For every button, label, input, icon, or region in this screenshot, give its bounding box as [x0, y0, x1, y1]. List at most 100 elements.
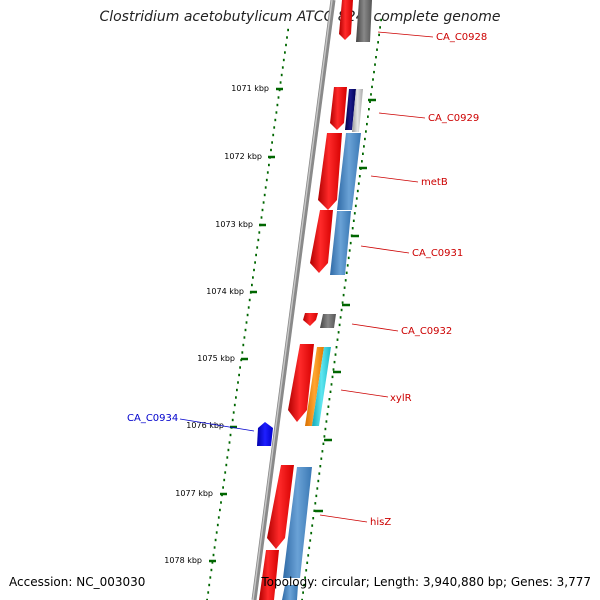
outer-dot: [378, 33, 380, 37]
inner-dot: [257, 238, 260, 242]
outer-dot: [321, 450, 324, 453]
inner-dot: [282, 58, 285, 62]
inner-dot: [262, 201, 265, 204]
inner-dot: [236, 388, 238, 392]
inner-dot: [268, 163, 270, 167]
topology-text: Topology: circular; Length: 3,940,880 bp…: [261, 575, 591, 589]
inner-dot: [273, 126, 276, 129]
outer-dot: [339, 316, 342, 319]
outer-dot: [365, 130, 367, 133]
outer-dot: [322, 442, 325, 445]
outer-dot: [307, 554, 310, 557]
outer-dot: [337, 331, 340, 334]
inner-dot: [227, 448, 230, 452]
outer-dot: [346, 264, 349, 267]
outer-dot: [349, 241, 352, 245]
gene-xylR-cds-b[interactable]: [312, 347, 331, 426]
leader-lines: [179, 31, 434, 523]
gene-xylR[interactable]: [288, 344, 314, 422]
outer-dot: [347, 256, 350, 260]
inner-dot: [216, 523, 219, 527]
inner-dot: [261, 208, 264, 212]
ruler-label: 1072 kbp: [224, 152, 262, 161]
inner-dot: [242, 343, 245, 347]
inner-dot: [209, 576, 212, 579]
gene-CA_C0931[interactable]: [310, 210, 333, 273]
outer-dot: [371, 85, 373, 89]
outer-dot: [341, 301, 344, 304]
outer-dot: [306, 561, 309, 564]
inner-dot: [228, 441, 231, 444]
inner-dot: [253, 268, 255, 272]
outer-dot: [342, 293, 345, 297]
gene-CA_C0929-cds-a[interactable]: [345, 89, 356, 130]
outer-dot: [310, 531, 313, 535]
label-CA_C0934[interactable]: CA_C0934: [127, 413, 178, 424]
outer-dot: [367, 115, 369, 118]
leader-line: [351, 323, 399, 332]
label-CA_C0929[interactable]: CA_C0929: [428, 113, 479, 124]
outer-dot: [377, 41, 379, 44]
gene-CA_C0928-cds[interactable]: [356, 0, 372, 42]
label-metB[interactable]: metB: [421, 177, 448, 188]
outer-dot: [353, 212, 356, 215]
gene-next-cds[interactable]: [282, 585, 298, 600]
label-CA_C0932[interactable]: CA_C0932: [401, 326, 452, 337]
gene-hisZ[interactable]: [267, 465, 294, 549]
outer-dot: [366, 122, 368, 126]
gene-CA_C0932[interactable]: [303, 313, 318, 326]
inner-dot: [211, 561, 214, 564]
gene-xylR-cds-a[interactable]: [305, 347, 324, 426]
inner-dot: [206, 598, 208, 600]
outer-dot: [331, 375, 334, 379]
gene-CA_C0934[interactable]: [257, 422, 273, 446]
label-CA_C0928[interactable]: CA_C0928: [436, 32, 487, 43]
outer-dot: [368, 108, 370, 111]
outer-dot: [314, 502, 317, 505]
inner-dot: [246, 313, 249, 317]
label-hisZ[interactable]: hisZ: [370, 517, 391, 528]
outer-dot: [372, 78, 374, 81]
inner-dot: [233, 403, 236, 407]
inner-dot: [266, 171, 269, 174]
inner-dot: [248, 298, 251, 302]
gene-CA_C0929[interactable]: [330, 87, 347, 130]
outer-dot: [338, 323, 341, 327]
inner-dot: [210, 568, 213, 572]
gene-next[interactable]: [259, 550, 279, 600]
dotted-guides: [206, 18, 382, 600]
outer-dot: [348, 249, 351, 252]
inner-dot: [274, 118, 277, 122]
label-xylR[interactable]: xylR: [390, 393, 412, 404]
gene-metB[interactable]: [318, 133, 342, 210]
label-CA_C0931[interactable]: CA_C0931: [412, 248, 463, 259]
outer-dot: [332, 368, 335, 371]
gene-CA_C0932-cds[interactable]: [320, 314, 336, 328]
inner-dot: [275, 111, 278, 114]
outer-dot: [313, 509, 316, 512]
inner-dot: [285, 43, 287, 47]
inner-dot: [222, 486, 224, 489]
ruler-label: 1075 kbp: [197, 354, 235, 363]
inner-dot: [238, 373, 240, 377]
outer-dot: [304, 576, 306, 579]
inner-dot: [247, 306, 250, 309]
backbone-line: [251, 0, 336, 600]
inner-dot: [271, 141, 273, 144]
inner-dot: [235, 396, 237, 399]
outer-dot: [319, 465, 322, 468]
gene-metB-cds[interactable]: [337, 133, 361, 210]
gene-CA_C0931-cds[interactable]: [330, 211, 351, 275]
inner-dot: [213, 546, 216, 549]
gene-CA_C0928[interactable]: [339, 0, 353, 40]
outer-dot: [373, 70, 375, 74]
gene-hisZ-cds[interactable]: [283, 467, 312, 578]
inner-dot: [279, 81, 282, 84]
outer-dot: [380, 18, 382, 22]
outer-dot: [328, 398, 331, 401]
leader-line: [179, 418, 255, 432]
inner-dot: [281, 66, 284, 69]
gene-CA_C0929-cds-b[interactable]: [352, 89, 363, 132]
ruler-label: 1076 kbp: [186, 421, 224, 430]
